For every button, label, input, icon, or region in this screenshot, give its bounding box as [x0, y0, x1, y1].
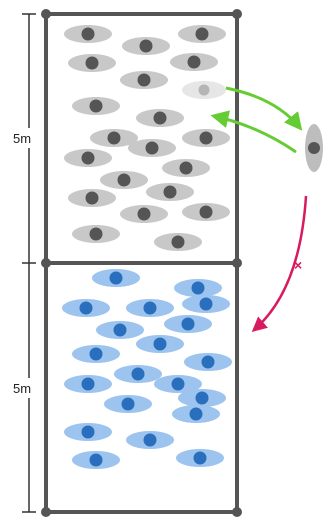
cell-nucleus: [118, 174, 131, 187]
blue-cell-icon: [114, 365, 162, 383]
blue-cell-icon: [92, 269, 140, 287]
faded-cell-icon: [182, 81, 226, 99]
blue-cell-icon: [164, 315, 212, 333]
blue-cell-icon: [174, 279, 222, 297]
free-cell: [305, 124, 323, 172]
blocked-mark: ×: [294, 257, 302, 273]
blue-cell-icon: [172, 405, 220, 423]
cell-nucleus: [108, 132, 121, 145]
blue-cell-icon: [64, 375, 112, 393]
cell-nucleus: [90, 454, 103, 467]
cell-nucleus: [164, 186, 177, 199]
cell-nucleus: [138, 208, 151, 221]
scale-label-lower: 5m: [13, 381, 31, 396]
blue-cell-icon: [96, 321, 144, 339]
cell-nucleus: [82, 152, 95, 165]
gray-cell-icon: [182, 129, 230, 147]
blue-cell-icon: [136, 335, 184, 353]
gray-cell-icon: [136, 109, 184, 127]
cell-nucleus: [194, 452, 207, 465]
lower-cell-group: [62, 269, 232, 469]
cell-nucleus: [146, 142, 159, 155]
cell-nucleus: [114, 324, 127, 337]
cell-nucleus: [110, 272, 123, 285]
gray-cell-icon: [182, 203, 230, 221]
cell-nucleus: [154, 112, 167, 125]
frame-corner-dot: [232, 507, 242, 517]
cell-nucleus: [90, 100, 103, 113]
cell-nucleus: [200, 206, 213, 219]
blue-cell-icon: [184, 353, 232, 371]
cell-nucleus: [122, 398, 135, 411]
gray-cell-icon: [68, 54, 116, 72]
cell-nucleus: [90, 348, 103, 361]
cell-nucleus: [138, 74, 151, 87]
cell-nucleus: [199, 85, 210, 96]
gray-cell-icon: [68, 189, 116, 207]
blue-cell-icon: [176, 449, 224, 467]
gray-cell-icon: [64, 149, 112, 167]
cell-nucleus: [308, 142, 320, 154]
cell-nucleus: [172, 378, 185, 391]
cell-nucleus: [200, 298, 213, 311]
blue-cell-icon: [126, 431, 174, 449]
cell-nucleus: [140, 40, 153, 53]
cell-nucleus: [180, 162, 193, 175]
cell-nucleus: [144, 302, 157, 315]
cell-nucleus: [196, 392, 209, 405]
gray-cell-icon: [72, 225, 120, 243]
cell-nucleus: [188, 56, 201, 69]
frame-corner-dot: [41, 507, 51, 517]
gray-cell-icon: [128, 139, 176, 157]
cell-nucleus: [202, 356, 215, 369]
blue-cell-icon: [72, 345, 120, 363]
gray-cell-icon: [154, 233, 202, 251]
blue-cell-icon: [72, 451, 120, 469]
cell-nucleus: [90, 228, 103, 241]
gray-cell-icon: [170, 53, 218, 71]
cell-nucleus: [144, 434, 157, 447]
cell-nucleus: [154, 338, 167, 351]
blocked-crossing: ×: [254, 196, 306, 330]
gray-cell-icon: [146, 183, 194, 201]
frame-corner-dot: [232, 9, 242, 19]
cell-nucleus: [86, 192, 99, 205]
blue-cell-icon: [104, 395, 152, 413]
cell-nucleus: [192, 282, 205, 295]
blue-cell-icon: [182, 295, 230, 313]
cell-nucleus: [80, 302, 93, 315]
cell-nucleus: [200, 132, 213, 145]
blue-cell-icon: [126, 299, 174, 317]
scale-label-upper: 5m: [13, 131, 31, 146]
gray-cell-icon: [120, 71, 168, 89]
cell-nucleus: [196, 28, 209, 41]
cell-nucleus: [190, 408, 203, 421]
cell-nucleus: [132, 368, 145, 381]
cell-nucleus: [182, 318, 195, 331]
gray-cell-icon: [72, 97, 120, 115]
gray-cell-icon: [122, 37, 170, 55]
gray-cell-icon: [100, 171, 148, 189]
scale-bar: 5m 5m: [12, 14, 40, 512]
cell-nucleus: [82, 426, 95, 439]
gray-cell-icon: [162, 159, 210, 177]
cell-nucleus: [172, 236, 185, 249]
upper-cell-group: [64, 25, 230, 251]
cell-nucleus: [86, 57, 99, 70]
blue-cell-icon: [62, 299, 110, 317]
frame-corner-dot: [41, 9, 51, 19]
blue-cell-icon: [64, 423, 112, 441]
gray-cell-icon: [64, 25, 112, 43]
frame-corner-dot: [41, 258, 51, 268]
gray-cell-icon: [120, 205, 168, 223]
blue-cell-icon: [178, 389, 226, 407]
cell-nucleus: [82, 378, 95, 391]
frame-corner-dot: [232, 258, 242, 268]
cell-nucleus: [82, 28, 95, 41]
gray-cell-icon: [178, 25, 226, 43]
